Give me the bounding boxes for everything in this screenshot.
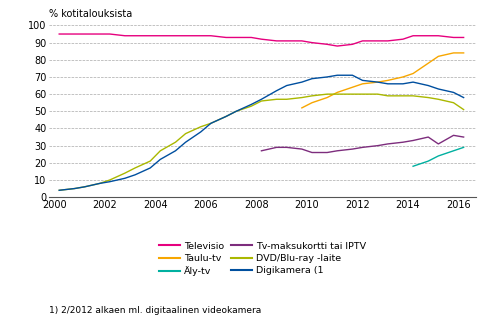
Legend: Televisio, Taulu-tv, Äly-tv, Tv-maksukortti tai IPTV, DVD/Blu-ray -laite, Digika: Televisio, Taulu-tv, Äly-tv, Tv-maksukor… <box>157 240 368 278</box>
Text: % kotitalouksista: % kotitalouksista <box>49 9 133 18</box>
Text: 1) 2/2012 alkaen ml. digitaalinen videokamera: 1) 2/2012 alkaen ml. digitaalinen videok… <box>49 306 261 315</box>
